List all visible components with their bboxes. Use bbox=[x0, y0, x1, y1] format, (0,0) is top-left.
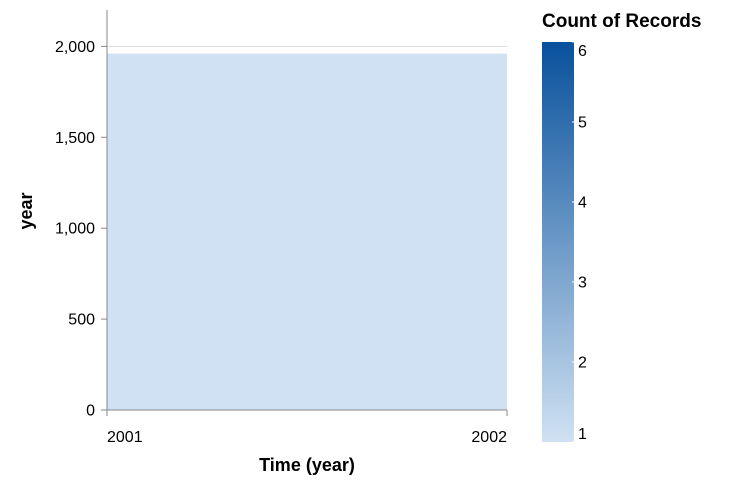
heatmap-cell bbox=[107, 53, 507, 411]
legend-title: Count of Records bbox=[542, 11, 701, 32]
color-legend: Count of Records 1 2 3 4 5 6 bbox=[542, 11, 701, 443]
x-axis-title: Time (year) bbox=[259, 455, 355, 475]
legend-tick-label: 5 bbox=[578, 115, 587, 132]
legend-tick-label: 1 bbox=[578, 426, 587, 443]
y-tick-label: 1,500 bbox=[55, 130, 95, 147]
y-axis-title: year bbox=[16, 192, 36, 229]
legend-tick-label: 6 bbox=[578, 43, 587, 60]
y-tick-label: 0 bbox=[86, 403, 95, 420]
y-tick-label: 500 bbox=[68, 312, 95, 329]
axes: 0 500 1,000 1,500 2,000 2001 2002 bbox=[55, 10, 508, 446]
x-tick-label: 2001 bbox=[107, 429, 143, 446]
legend-tick-label: 2 bbox=[578, 355, 587, 372]
x-tick-label: 2002 bbox=[471, 429, 507, 446]
y-tick-label: 1,000 bbox=[55, 221, 95, 238]
legend-gradient-bar bbox=[542, 42, 574, 442]
legend-tick-label: 4 bbox=[578, 195, 587, 212]
legend-tick-label: 3 bbox=[578, 275, 587, 292]
y-tick-label: 2,000 bbox=[55, 39, 95, 56]
heatmap-cells bbox=[107, 53, 507, 411]
